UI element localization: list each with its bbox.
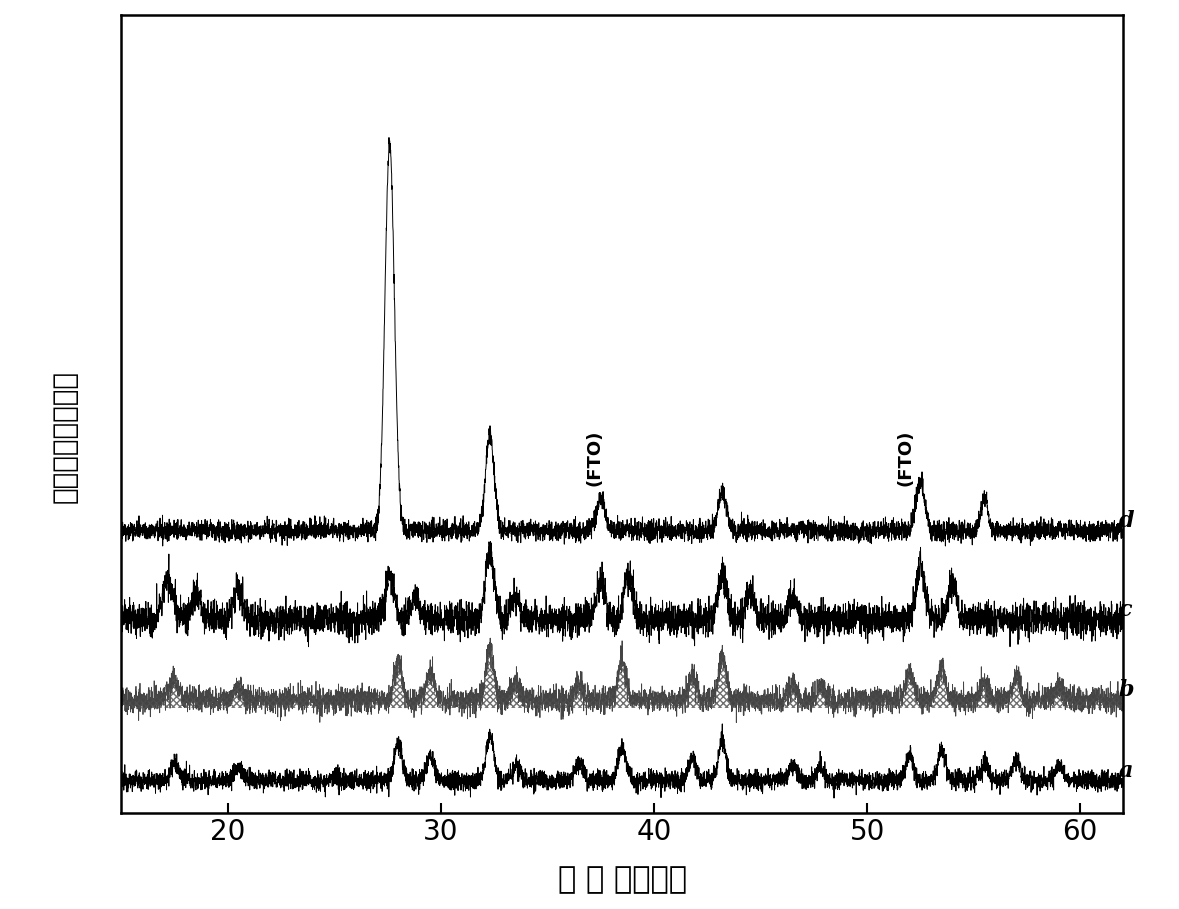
Text: 强度（任意单位）: 强度（任意单位）	[51, 370, 79, 503]
Text: (FTO): (FTO)	[585, 430, 604, 486]
Text: a: a	[1119, 760, 1133, 782]
Text: c: c	[1119, 599, 1132, 621]
Text: (FTO): (FTO)	[896, 430, 915, 486]
X-axis label: 衍 射 角（度）: 衍 射 角（度）	[558, 865, 686, 894]
Text: d: d	[1119, 510, 1134, 532]
Text: b: b	[1119, 679, 1134, 701]
